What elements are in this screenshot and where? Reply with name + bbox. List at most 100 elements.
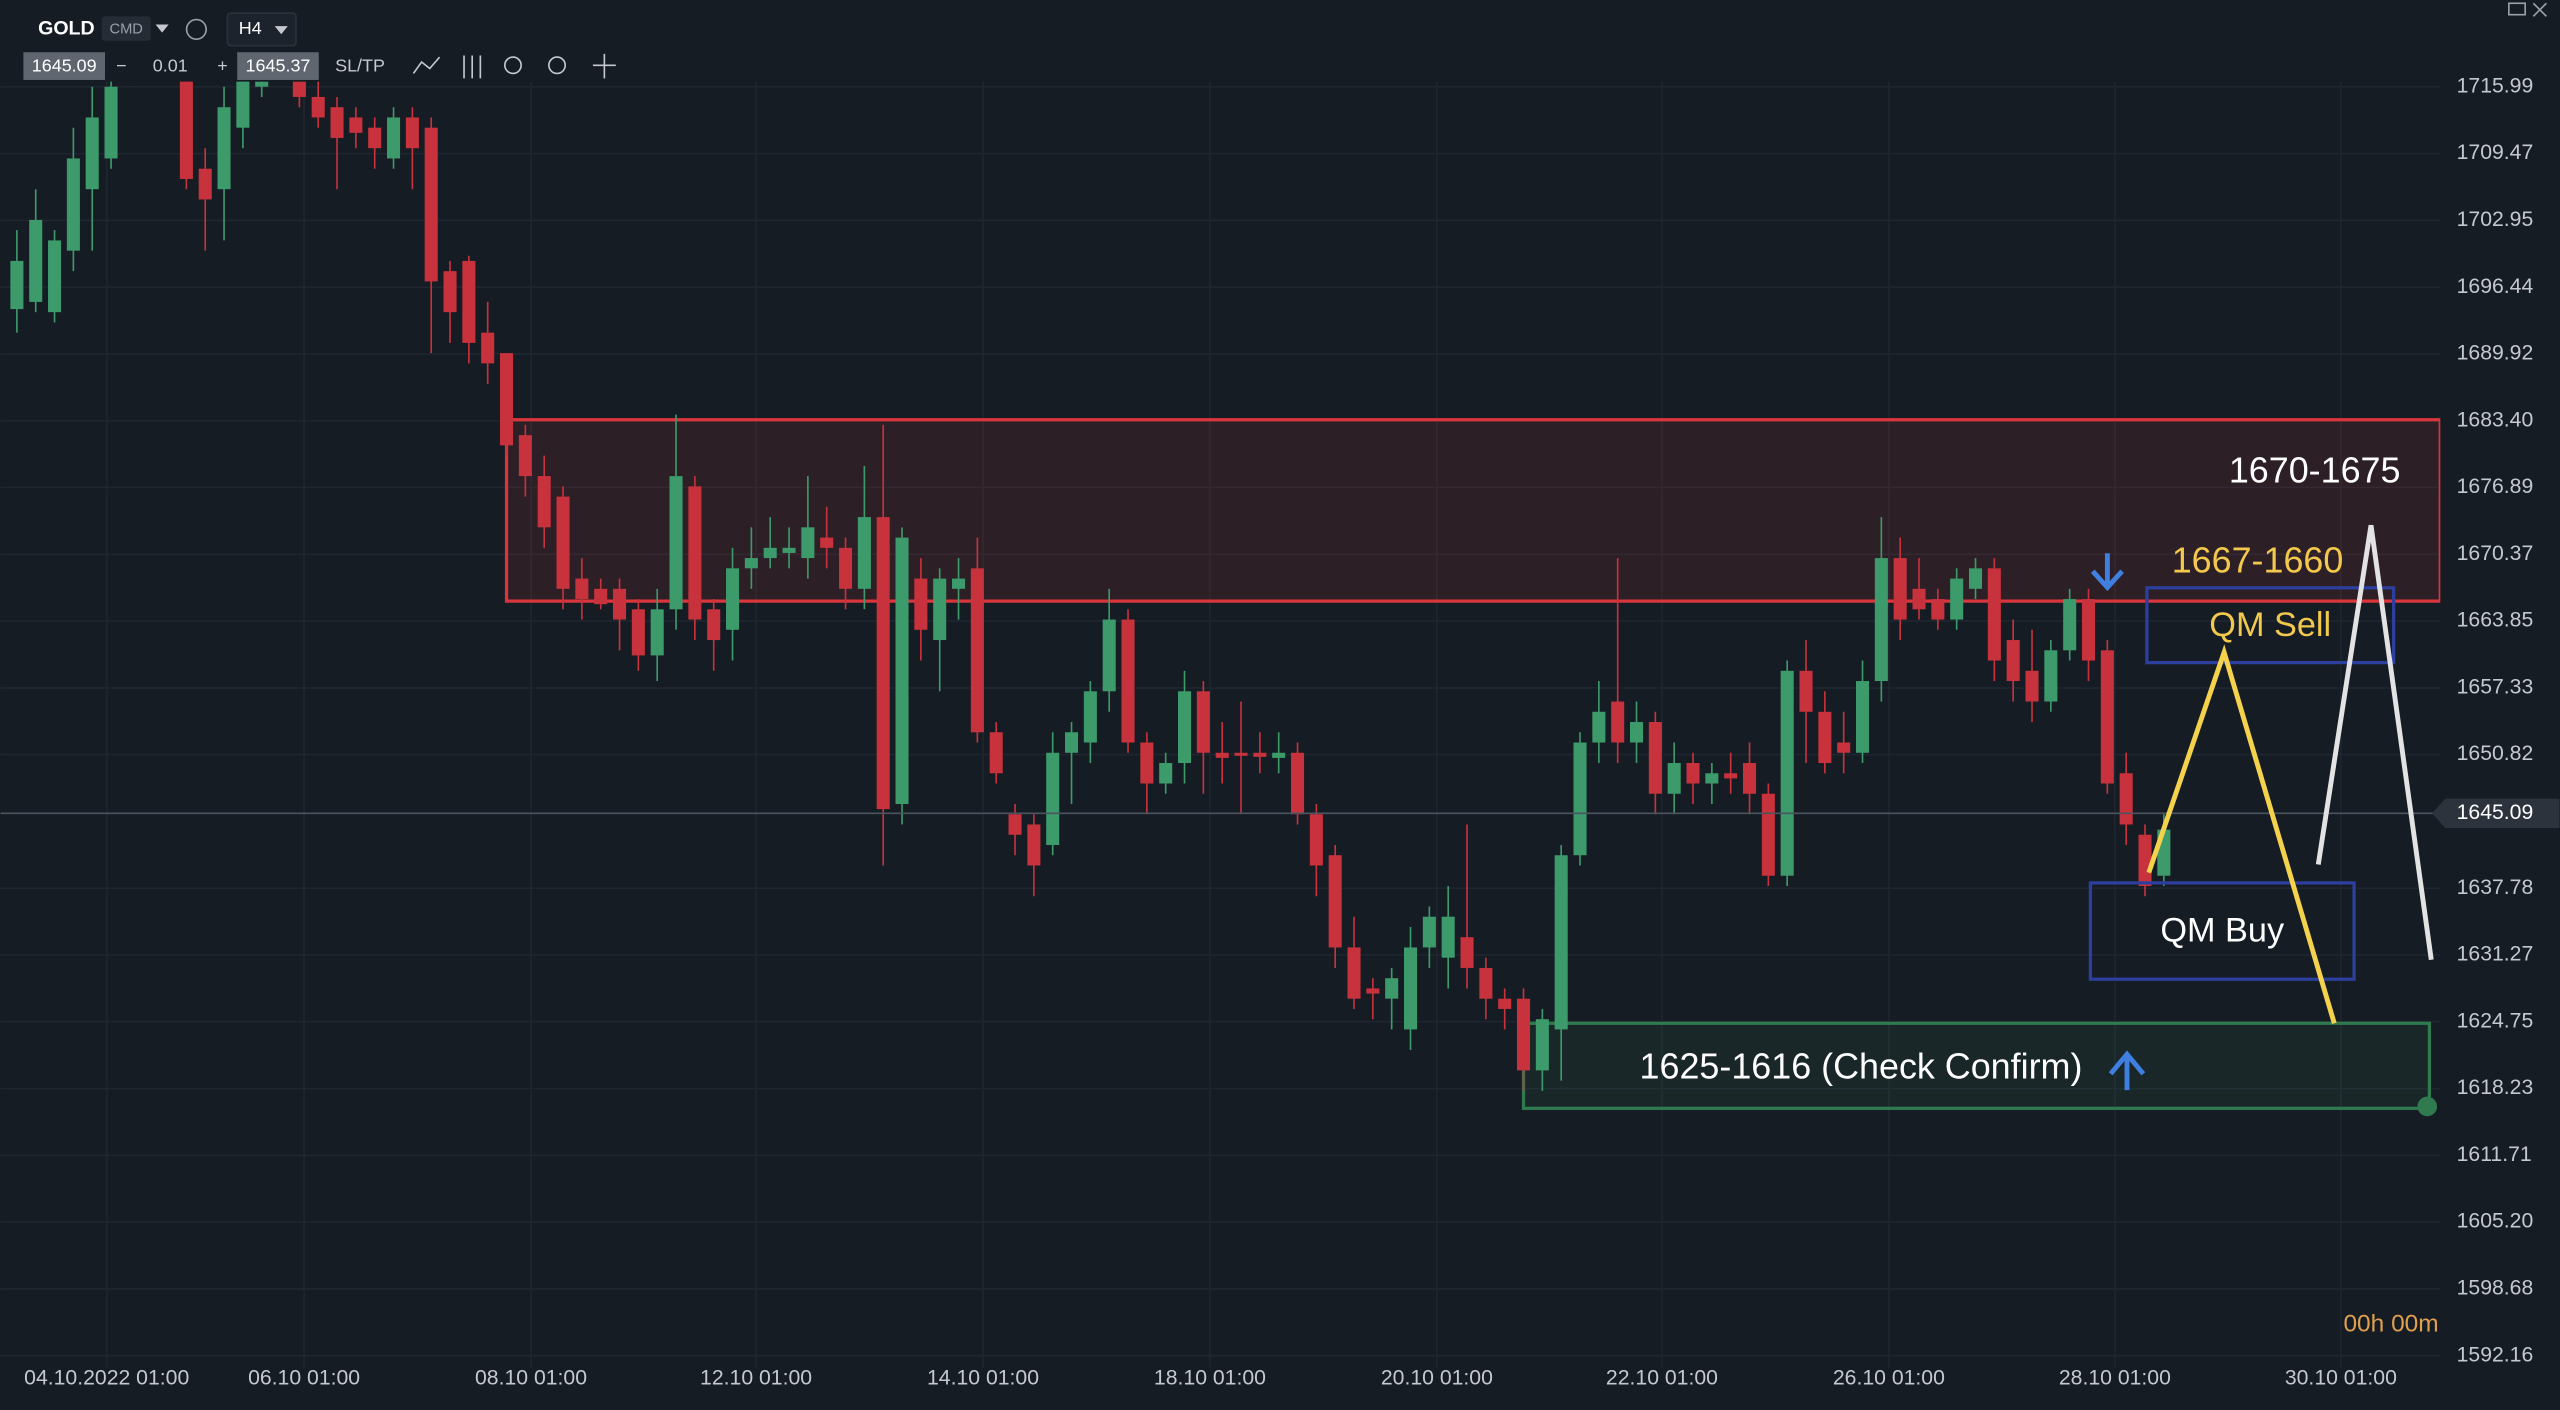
candle-body: [1780, 670, 1794, 876]
zoom-in[interactable]: [548, 56, 567, 75]
y-tick-label: 1696.44: [2457, 275, 2534, 298]
candle-body: [481, 332, 495, 364]
candle-body: [1140, 742, 1154, 784]
candle-body: [48, 240, 62, 313]
candle-body: [1479, 967, 1493, 999]
candle-body: [1121, 619, 1135, 743]
y-tick-label: 1637.78: [2457, 876, 2534, 899]
countdown: 00h 00m: [2343, 1311, 2438, 1338]
y-tick-label: 1605.20: [2457, 1210, 2534, 1233]
candle-body: [1874, 558, 1888, 682]
ask[interactable]: 1645.37: [246, 56, 311, 76]
candle-body: [1686, 763, 1700, 784]
candle-body: [1083, 691, 1097, 743]
bid[interactable]: 1645.09: [32, 56, 97, 76]
candle-body: [368, 127, 382, 149]
axes: 1715.99 1709.47 1702.95 1696.44 1689.92 1683.…: [24, 74, 2560, 1390]
box: [2088, 881, 2356, 981]
candle-body: [1705, 773, 1719, 784]
candle-body: [1498, 998, 1512, 1009]
up-arrow: [2108, 1050, 2146, 1091]
x-tick-label: 18.10 01:00: [1154, 1367, 1266, 1390]
candle-icon[interactable]: [463, 55, 482, 79]
sltp[interactable]: SL/TP: [335, 56, 385, 76]
annotation: 1625-1616 (Check Confirm): [1640, 1046, 2083, 1086]
candle-body: [330, 107, 344, 138]
y-tick-label: 1611.71: [2457, 1143, 2532, 1166]
y-tick-label: 1683.40: [2457, 408, 2534, 431]
y-tick-label: 1709.47: [2457, 141, 2534, 164]
y-tick-label: 1663.85: [2457, 609, 2534, 632]
candle-body: [405, 117, 419, 149]
candle-body: [989, 732, 1003, 774]
toolbar: GOLD CMD H4 1645.09 − 0.01 + 1645.37 SL/…: [23, 2, 2547, 80]
zoom-out[interactable]: [504, 56, 522, 75]
candle-body: [839, 547, 853, 589]
timeframe[interactable]: H4: [239, 18, 262, 38]
dropdown[interactable]: [155, 24, 169, 33]
candle-body: [85, 117, 99, 190]
x-tick-label: 08.10 01:00: [475, 1367, 587, 1390]
candle-body: [613, 588, 627, 620]
ask-box[interactable]: [237, 52, 319, 80]
window-min[interactable]: [2508, 2, 2526, 16]
symbol[interactable]: GOLD: [38, 18, 95, 40]
candle-body: [1234, 752, 1248, 756]
bid-box[interactable]: [23, 52, 105, 80]
candle-body: [707, 609, 721, 641]
candle-body: [198, 168, 212, 200]
crosshair[interactable]: [592, 53, 616, 79]
candle-body: [1178, 691, 1192, 764]
y-tick-label: 1670.37: [2457, 542, 2534, 565]
x-tick-label: 26.10 01:00: [1833, 1367, 1945, 1390]
tag-box: [101, 16, 151, 41]
candle-body: [292, 81, 306, 97]
down-arrow: [2090, 553, 2124, 592]
x-tick-label: 30.10 01:00: [2285, 1367, 2397, 1390]
candle-body: [1648, 722, 1662, 794]
candle-body: [500, 353, 514, 446]
y-tick-label: 1676.89: [2457, 475, 2534, 498]
candle-body: [1309, 814, 1323, 866]
candle-body: [801, 527, 815, 559]
candle-body: [387, 117, 401, 159]
handle: [2417, 1096, 2438, 1117]
plus[interactable]: +: [217, 56, 227, 76]
box-label: QM Buy: [2160, 912, 2285, 950]
candle-body: [1272, 752, 1286, 758]
candle-body: [1347, 947, 1361, 999]
candle-body: [650, 609, 664, 656]
candle-body: [2081, 599, 2096, 661]
candle-body: [1196, 691, 1210, 753]
box-label: QM Sell: [2209, 606, 2331, 644]
candle-body: [1046, 752, 1060, 845]
candle-body: [1837, 742, 1851, 753]
candle-body: [763, 547, 777, 559]
candle-body: [688, 486, 702, 620]
candle-body: [1742, 763, 1757, 794]
window-close[interactable]: [2532, 2, 2547, 17]
y-tick-label: 1702.95: [2457, 208, 2534, 231]
candle-body: [1573, 742, 1587, 856]
step[interactable]: 0.01: [153, 56, 188, 76]
dropdown[interactable]: [274, 26, 288, 35]
line-icon[interactable]: [412, 56, 441, 74]
timeframe-box[interactable]: [226, 12, 297, 47]
info-icon[interactable]: [185, 18, 207, 40]
x-tick-label: 06.10 01:00: [248, 1367, 360, 1390]
candle-body: [669, 476, 683, 610]
candle-body: [10, 260, 24, 310]
candle-body: [1460, 937, 1474, 968]
candle-body: [1328, 855, 1342, 948]
candle-body: [876, 517, 890, 810]
plot-area: [0, 81, 2441, 1110]
candle-body: [1799, 670, 1813, 712]
overlay: 1670-1675 1667-1660 1625-1616 (Check Con…: [1640, 451, 2438, 1117]
x-tick-label: 14.10 01:00: [927, 1367, 1039, 1390]
candle-body: [349, 117, 363, 133]
price-label: 1645.09: [2457, 801, 2534, 824]
candle-body: [518, 435, 532, 477]
minus[interactable]: −: [116, 56, 126, 76]
candle-body: [255, 81, 269, 87]
